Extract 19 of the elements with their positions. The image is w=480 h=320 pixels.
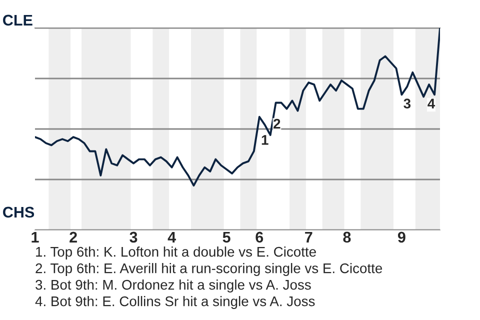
text: CHS [3,206,34,218]
x-tick-label: 2 [70,232,77,242]
annotation: 1 [262,135,268,145]
text: 2. Top 6th: E. Averill hit a run-scoring single vs E. Cicotte [36,263,382,276]
x-tick-label: 3 [130,232,138,243]
text: 3. Bot 9th: M. Ordonez hit a single vs A. Joss [36,280,311,292]
text: CLE [3,14,32,26]
annotation: 3 [404,98,411,109]
x-tick-label: 6 [256,232,264,243]
x-tick-label: 5 [222,232,230,243]
text: 4. Bot 9th: E. Collins Sr hit a single vs A. Joss [35,296,315,309]
x-tick-label: 4 [168,232,176,242]
text: 1. Top 6th: K. Lofton hit a double vs E. Cicotte [36,246,316,260]
x-tick-label: 8 [343,232,351,243]
x-tick-label: 9 [398,232,406,243]
annotation: 2 [274,118,280,129]
x-tick-label: 1 [32,232,39,242]
x-tick-label: 7 [305,232,312,242]
annotation: 4 [428,98,436,108]
